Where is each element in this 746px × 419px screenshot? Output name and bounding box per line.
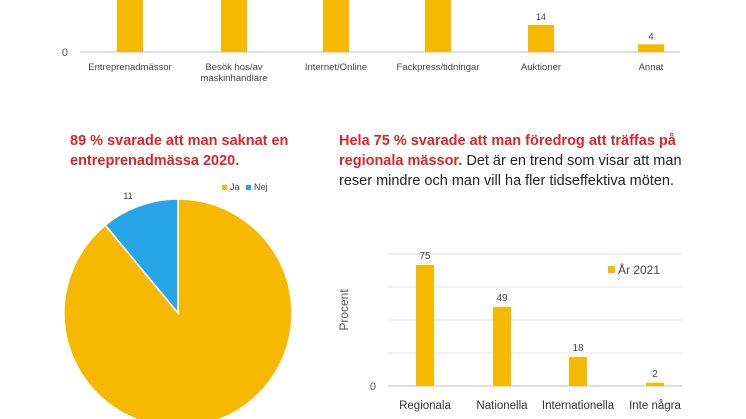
- top-bar-5: [638, 44, 664, 52]
- right-bar-chart: 0 Procent År 2021 75 49 18 2 Regionala Natio…: [337, 251, 682, 412]
- top-cat-label-3: Fackpress/tidningar: [397, 62, 480, 73]
- right-cat-label-3: Inte några: [629, 400, 681, 412]
- right-bar-1: [493, 306, 511, 386]
- top-bar-3: [425, 0, 451, 52]
- right-bar-2: [569, 356, 587, 386]
- top-bar-0: [117, 0, 143, 52]
- right-chart-y-tick-0: 0: [370, 381, 376, 393]
- legend-swatch-ja: [222, 185, 227, 190]
- right-heading-normal: Det är en trend som visar att man reser …: [339, 153, 682, 189]
- right-legend-swatch: [608, 266, 615, 273]
- right-bar-0: [416, 265, 434, 386]
- right-legend-label: År 2021: [618, 262, 660, 277]
- pie-chart: 11 Ja Nej: [63, 182, 293, 419]
- top-cat-label-2: Internet/Online: [305, 62, 367, 73]
- top-bar-label-5: 4: [648, 31, 653, 41]
- right-heading-bold: Hela 75 % svarade att man föredrog att t…: [339, 133, 676, 169]
- pie-legend: Ja Nej: [222, 182, 268, 192]
- right-chart-y-axis-label: Procent: [337, 289, 351, 331]
- right-bar-label-1: 49: [496, 293, 508, 304]
- top-bar-4: [528, 25, 554, 52]
- right-bar-label-0: 75: [419, 251, 431, 262]
- top-bar-1: [221, 0, 247, 52]
- left-heading: 89 % svarade att man saknat en entrepren…: [70, 133, 289, 169]
- right-cat-label-1: Nationella: [476, 400, 528, 412]
- right-cat-label-2: Internationella: [542, 400, 615, 412]
- top-chart-y-tick-0: 0: [62, 47, 68, 59]
- top-cat-label-1: Besök hos/av maskinhandlare: [200, 62, 267, 84]
- legend-label-nej: Nej: [254, 182, 268, 192]
- top-bar-chart: 0 14 4 Entreprenadmässor Besök hos/av maski…: [62, 0, 680, 84]
- right-bar-3: [646, 382, 664, 386]
- top-bar-label-4: 14: [536, 12, 546, 22]
- pie-slice-nej: [104, 198, 179, 316]
- right-bar-label-3: 2: [652, 369, 658, 380]
- pie-data-label-nej: 11: [123, 191, 132, 201]
- top-bar-2: [323, 0, 349, 52]
- right-cat-label-0: Regionala: [399, 400, 451, 412]
- right-heading: Hela 75 % svarade att man föredrog att t…: [339, 131, 699, 191]
- right-bar-label-2: 18: [572, 343, 584, 354]
- top-cat-label-4: Auktioner: [521, 62, 561, 73]
- legend-swatch-nej: [246, 185, 251, 190]
- top-cat-label-5: Annat: [639, 62, 664, 73]
- top-cat-label-0: Entreprenadmässor: [88, 62, 171, 73]
- legend-label-ja: Ja: [230, 182, 240, 192]
